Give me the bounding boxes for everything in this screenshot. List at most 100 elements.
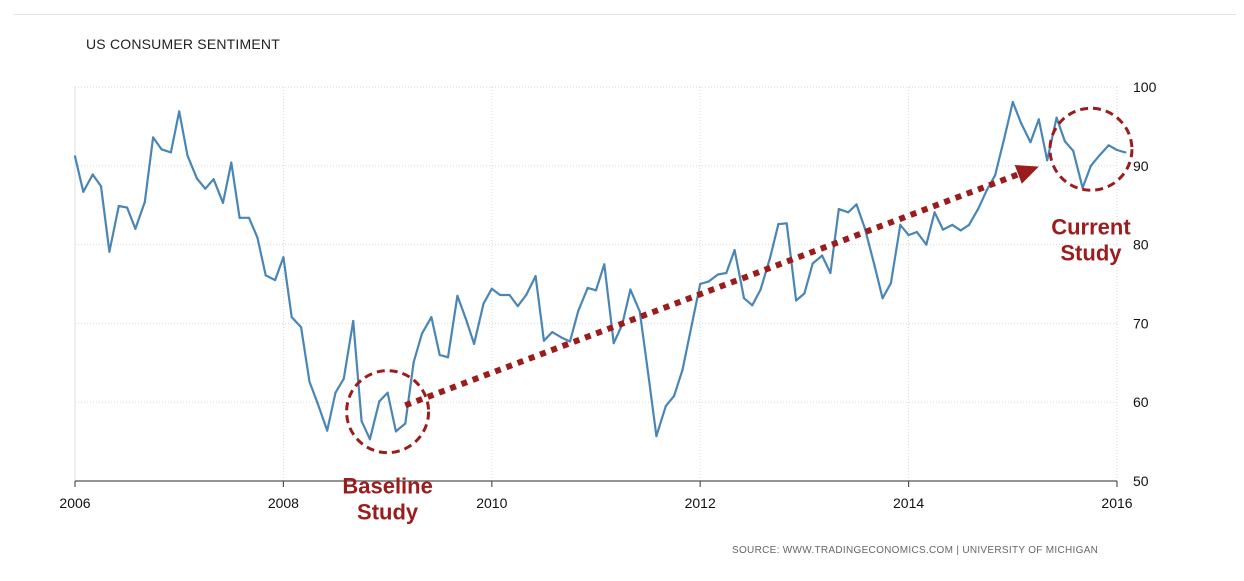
data-point [1098,154,1101,157]
trend-arrow-line [404,171,1020,409]
data-point [1029,141,1032,144]
data-point [99,185,103,188]
data-point [542,339,546,342]
data-point [977,207,980,210]
data-point [803,292,806,295]
data-point [603,263,606,266]
data-point [551,330,554,334]
data-point [647,371,650,375]
axis-layer: 50 60 70 80 90 100 2006 2008 2010 2012 2014 2016 [59,79,1156,511]
data-point [967,223,971,226]
data-point [273,278,277,282]
x-tick-label: 2014 [893,495,924,511]
series-line [73,100,1126,441]
data-point [143,200,146,204]
data-point [985,189,988,192]
y-tick-label: 50 [1133,473,1149,489]
data-point [386,391,389,394]
data-point [342,377,345,380]
data-point [1037,118,1040,121]
data-point [508,293,511,297]
data-point [925,243,928,246]
data-point [821,254,824,257]
data-point [134,227,137,230]
x-tick-label: 2016 [1101,495,1132,511]
annotation-label: Study [357,500,419,525]
series-layer [73,100,1127,441]
data-point [638,310,641,313]
y-tick-label: 90 [1133,158,1149,174]
data-point [707,280,710,283]
data-point [534,275,537,278]
data-point [430,315,433,319]
y-tick-label: 100 [1133,79,1157,95]
data-point [378,400,381,403]
data-point [290,315,293,319]
data-point [300,326,303,329]
data-point [681,368,684,371]
data-point [733,249,736,252]
data-point [881,297,884,300]
data-point [456,294,459,297]
data-point [873,263,876,266]
data-point [186,154,189,157]
data-point [169,151,172,154]
annotation-label: Current [1051,214,1131,239]
data-point [238,216,241,219]
data-point [594,289,598,292]
data-point [73,155,77,158]
annotation-label: Baseline [342,474,433,499]
data-point [446,356,450,359]
y-tick-label: 60 [1133,394,1149,410]
data-point [899,223,902,226]
data-point [1072,149,1075,152]
data-point [664,405,667,408]
data-point [577,309,580,312]
data-point [490,287,493,290]
data-point [412,360,415,364]
annotation-label: Study [1060,240,1122,265]
data-point [334,391,337,394]
data-point [907,234,910,237]
data-point [1063,140,1066,143]
data-point [855,203,858,206]
data-point [82,190,85,193]
data-point [264,274,267,277]
data-point [282,256,285,259]
data-point [759,288,762,291]
data-point [768,256,772,260]
data-point [568,340,572,343]
data-point [482,302,485,305]
data-point [847,211,850,214]
x-tick-label: 2010 [476,495,507,511]
data-point [178,110,181,113]
data-point [655,434,658,438]
data-point [725,271,728,275]
data-point [195,177,199,180]
data-point [394,430,398,433]
data-point [794,299,798,302]
data-point [360,420,363,423]
data-point [91,173,94,176]
data-point [993,174,997,177]
data-point [777,223,780,226]
data-point [204,187,207,190]
data-point [326,429,329,432]
data-point [308,380,311,383]
data-point [1003,136,1006,139]
data-point [560,336,563,339]
data-point [1124,151,1127,154]
data-point [1115,148,1119,152]
x-tick-label: 2012 [685,495,716,511]
data-point [420,332,424,335]
data-point [837,208,840,211]
data-point [368,438,371,441]
grid-layer [74,86,1118,481]
x-tick-label: 2006 [59,495,90,511]
data-point [742,297,746,300]
data-point [352,319,355,323]
trend-arrow-head [1014,165,1039,184]
data-point [212,178,215,181]
x-tick-label: 2008 [268,495,299,511]
